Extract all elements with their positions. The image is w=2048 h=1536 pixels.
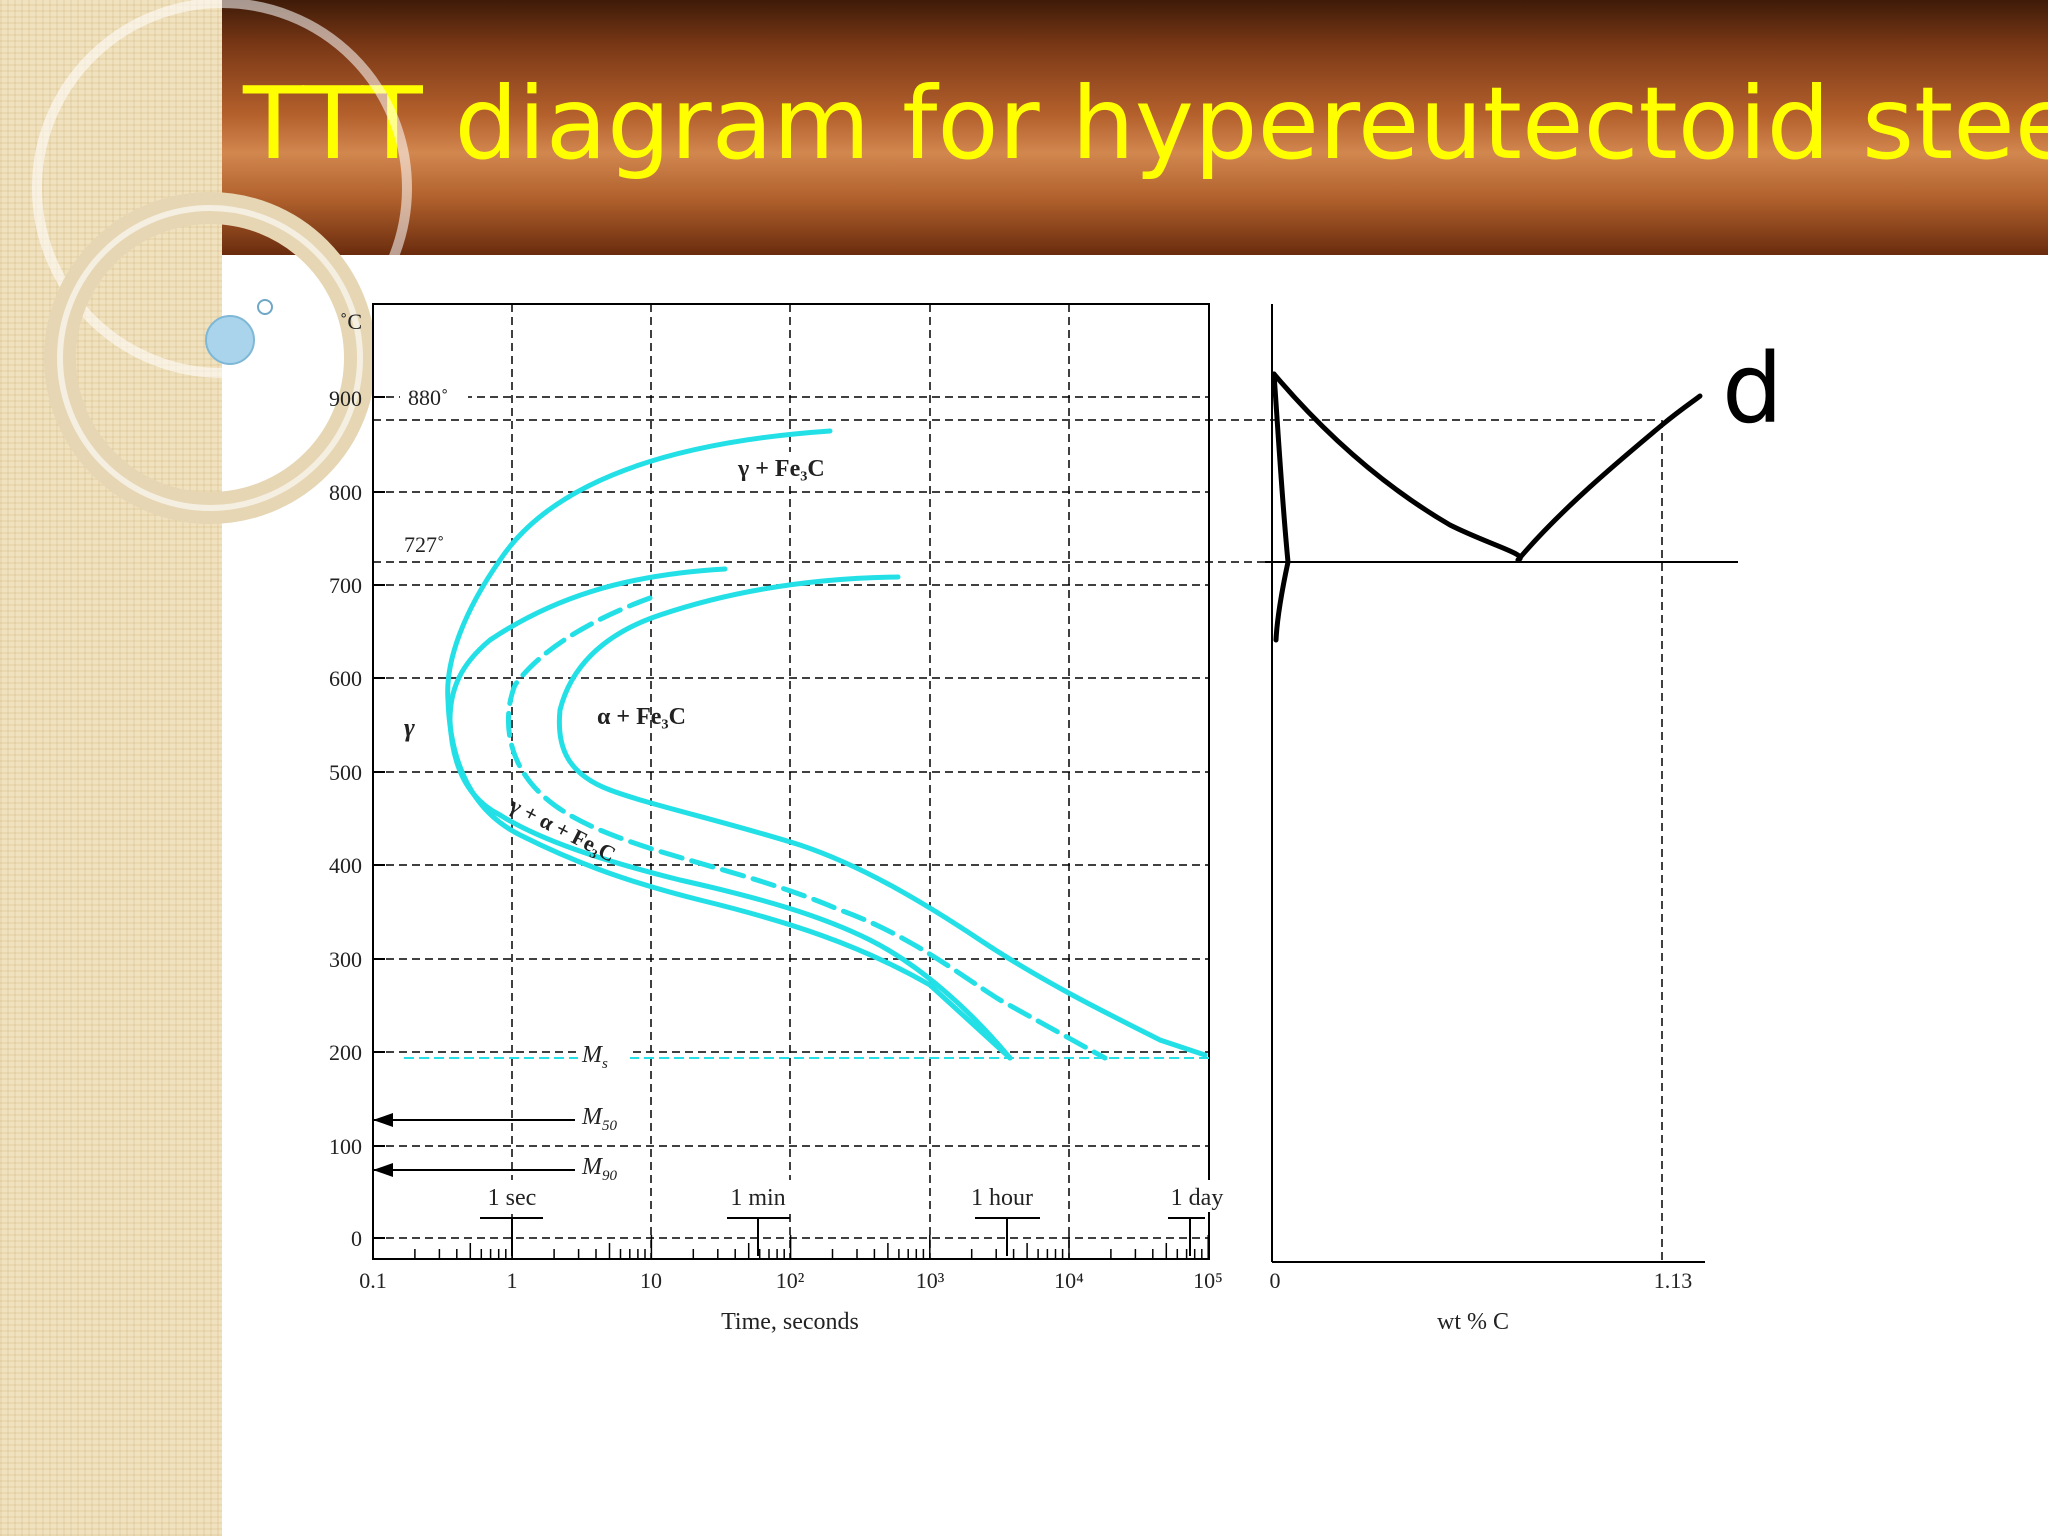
m90-label: M90 — [581, 1154, 618, 1184]
bullet-icon — [257, 299, 273, 315]
label-880: 880˚ — [408, 385, 448, 410]
m50-arrowhead-icon — [373, 1113, 393, 1127]
phase-boundaries — [1271, 371, 1703, 643]
y-tick-300: 300 — [329, 947, 362, 972]
y-tick-0: 0 — [351, 1226, 362, 1251]
x-tick-10: 10 — [640, 1268, 662, 1293]
y-tick-800: 800 — [329, 480, 362, 505]
label-727: 727˚ — [404, 532, 444, 557]
y-tick-900: 900 — [329, 386, 362, 411]
y-tick-700: 700 — [329, 573, 362, 598]
x-tick-100000: 10⁵ — [1193, 1268, 1223, 1293]
time-marker-labels: 1 sec 1 min 1 hour 1 day — [476, 1180, 1234, 1212]
y-tick-200: 200 — [329, 1040, 362, 1065]
marker-1-hour: 1 hour — [971, 1185, 1033, 1211]
x-tick-10000: 10⁴ — [1054, 1268, 1084, 1293]
ttt-y-ticks — [373, 396, 385, 1239]
marker-1-min: 1 min — [730, 1185, 785, 1211]
label-gamma: γ — [404, 713, 415, 742]
transformation-curves — [445, 428, 1208, 1061]
curve-start-middle — [447, 566, 728, 818]
x-tick-0.1: 0.1 — [359, 1268, 387, 1293]
bubble-icon — [205, 315, 255, 365]
slide-title: TTT diagram for hypereutectoid steel — [243, 65, 2048, 182]
phase-x-tick-1.13: 1.13 — [1654, 1268, 1693, 1293]
marker-1-day: 1 day — [1171, 1185, 1224, 1211]
x-tick-1000: 10³ — [916, 1268, 945, 1293]
y-tick-500: 500 — [329, 760, 362, 785]
ttt-plot-frame — [372, 303, 1210, 1260]
y-unit-label: ˚C — [340, 309, 362, 334]
curve-lower-outer — [497, 812, 1013, 1061]
m90-arrowhead-icon — [373, 1163, 393, 1177]
phase-x-tick-0: 0 — [1270, 1268, 1281, 1293]
partially-hidden-text: d — [1722, 333, 1783, 445]
label-gamma-fe3c: γ + Fe₃C — [737, 456, 825, 482]
ttt-diagram: ˚C 900 800 700 600 500 400 300 200 100 0… — [329, 303, 1660, 1335]
time-markers — [480, 1217, 1205, 1256]
phase-diagram: 0 1.13 wt % C — [1265, 304, 1738, 1335]
label-alpha-fe3c: α + Fe₃C — [597, 704, 686, 730]
curve-start-dashed — [505, 595, 1108, 1061]
y-tick-600: 600 — [329, 666, 362, 691]
y-tick-400: 400 — [329, 853, 362, 878]
ttt-y-tick-labels: ˚C 900 800 700 600 500 400 300 200 100 0 — [329, 309, 362, 1251]
marker-1-sec: 1 sec — [488, 1185, 537, 1211]
m50-label: M50 — [581, 1104, 618, 1134]
ttt-x-axis-label: Time, seconds — [721, 1309, 859, 1335]
ttt-x-tick-labels: 0.1 1 10 10² 10³ 10⁴ 10⁵ Time, seconds — [359, 1268, 1223, 1335]
decorative-rings — [32, 0, 412, 524]
y-tick-100: 100 — [329, 1134, 362, 1159]
x-tick-100: 10² — [776, 1268, 805, 1293]
title-bar — [222, 0, 2048, 255]
x-tick-1: 1 — [507, 1268, 518, 1293]
phase-x-axis-label: wt % C — [1437, 1309, 1509, 1335]
curve-finish — [556, 574, 1208, 1058]
ms-label: Ms — [581, 1042, 608, 1072]
phase-x-tick-labels: 0 1.13 wt % C — [1270, 1268, 1693, 1335]
